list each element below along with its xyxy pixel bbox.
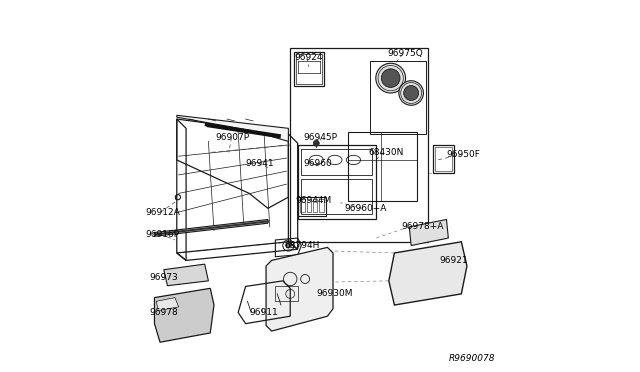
Text: 96907P: 96907P xyxy=(216,133,250,142)
Text: 68430N: 68430N xyxy=(369,148,404,157)
Text: 96944M: 96944M xyxy=(296,196,332,205)
Text: 96973: 96973 xyxy=(149,273,178,282)
Circle shape xyxy=(399,81,424,105)
Bar xyxy=(348,132,417,201)
Text: 96960: 96960 xyxy=(303,159,332,168)
Circle shape xyxy=(404,86,419,100)
Circle shape xyxy=(381,69,400,87)
Circle shape xyxy=(314,140,319,146)
Bar xyxy=(291,48,428,242)
Bar xyxy=(275,286,298,301)
Text: 96921: 96921 xyxy=(439,256,468,265)
Text: 96975Q: 96975Q xyxy=(387,49,422,58)
Bar xyxy=(313,199,317,212)
Circle shape xyxy=(376,63,406,93)
Text: 96941: 96941 xyxy=(246,159,274,168)
Bar xyxy=(307,199,311,212)
Polygon shape xyxy=(154,288,214,342)
Polygon shape xyxy=(156,298,179,311)
Bar xyxy=(319,199,324,212)
Polygon shape xyxy=(410,219,449,246)
Bar xyxy=(298,145,376,219)
Polygon shape xyxy=(389,242,467,305)
Polygon shape xyxy=(177,115,289,141)
Text: 96916P: 96916P xyxy=(145,230,179,239)
Text: R9690078: R9690078 xyxy=(449,354,495,363)
Bar xyxy=(433,145,454,173)
Text: 96978: 96978 xyxy=(149,308,178,317)
Bar xyxy=(301,149,372,175)
Polygon shape xyxy=(266,247,333,331)
Bar xyxy=(300,199,305,212)
Text: 96911: 96911 xyxy=(250,308,278,317)
Text: 96912A: 96912A xyxy=(145,208,180,217)
Bar xyxy=(435,147,452,171)
Text: 96960+A: 96960+A xyxy=(344,204,387,213)
Text: 96945P: 96945P xyxy=(303,133,337,142)
Text: 96950F: 96950F xyxy=(447,150,481,159)
Polygon shape xyxy=(164,264,209,286)
Text: 68794H: 68794H xyxy=(285,241,320,250)
Bar xyxy=(301,179,372,214)
Circle shape xyxy=(286,243,291,248)
Text: 96924: 96924 xyxy=(294,53,323,62)
Polygon shape xyxy=(154,219,268,236)
Text: 96930M: 96930M xyxy=(316,289,353,298)
Text: 96978+A: 96978+A xyxy=(402,222,444,231)
